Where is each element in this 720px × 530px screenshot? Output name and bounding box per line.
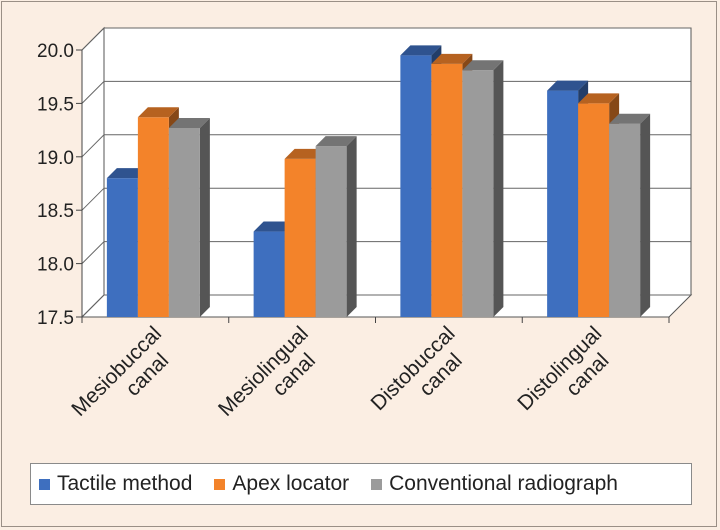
x-category-label: Mesiolingualcanal [214,322,330,438]
bar-front [137,117,169,317]
bar-top [168,117,210,128]
y-tick-label: 18.5 [37,201,74,222]
bar-side [640,113,651,317]
bar-front [284,158,316,317]
y-tick-label: 19.5 [37,94,74,115]
legend-label: Apex locator [232,472,350,495]
bar-front [578,103,610,318]
y-tick-label: 17.5 [37,308,74,329]
bar [168,117,210,318]
bar-side [346,136,357,317]
bar-top [609,113,651,124]
bar-front [315,146,347,317]
bar-chart: 17.5 18.0 18.5 19.0 19.5 20.0 Mesiobuccalcana… [37,26,693,438]
legend-item-apex-locator: Apex locator [214,472,349,496]
chart-walls [80,26,693,319]
bar-top [137,107,179,118]
x-category-label: Mesiobuccalcanal [67,322,183,438]
legend-swatch [371,478,383,490]
legend-item-tactile-method: Tactile method [39,472,192,496]
bar-top [315,136,357,147]
bar [315,136,357,317]
bar-front [168,127,200,318]
y-tick-label: 20.0 [37,41,74,62]
bar-top [106,168,148,179]
bar-top [284,148,326,159]
x-category-label: Distobuccalcanal [367,322,477,432]
x-axis-labels: Mesiobuccalcanal Mesiolingualcanal Distobu… [67,322,623,438]
bar-front [106,178,138,317]
gridline [81,27,691,51]
legend-label: Tactile method [57,472,193,495]
bar [609,113,651,317]
bar-top [431,53,473,64]
x-category-label: Distolingualcanal [513,322,623,432]
bar-top [578,93,620,104]
y-axis-ticks: 17.5 18.0 18.5 19.0 19.5 20.0 [37,41,670,329]
bar-top [253,221,295,232]
legend-swatch [39,478,50,490]
side-wall [81,26,105,319]
bar [462,60,504,318]
legend-label: Conventional radiograph [389,472,618,495]
bar-front [462,70,494,318]
bar-front [431,63,463,317]
y-tick-label: 18.0 [37,255,74,276]
legend: Tactile method Apex locator Conventional… [30,463,692,505]
bar-front [253,231,285,317]
y-tick-label: 19.0 [37,148,74,169]
bar-top [400,45,442,56]
bars [106,45,651,318]
bar-front [400,55,432,318]
bar-top [547,80,589,91]
bar-side [199,117,210,318]
bar-front [547,90,579,317]
bar-front [609,123,641,317]
bar-side [493,60,504,318]
legend-swatch [214,478,226,490]
bar-top [462,60,504,71]
legend-item-conventional-radiograph: Conventional radiograph [371,472,618,496]
